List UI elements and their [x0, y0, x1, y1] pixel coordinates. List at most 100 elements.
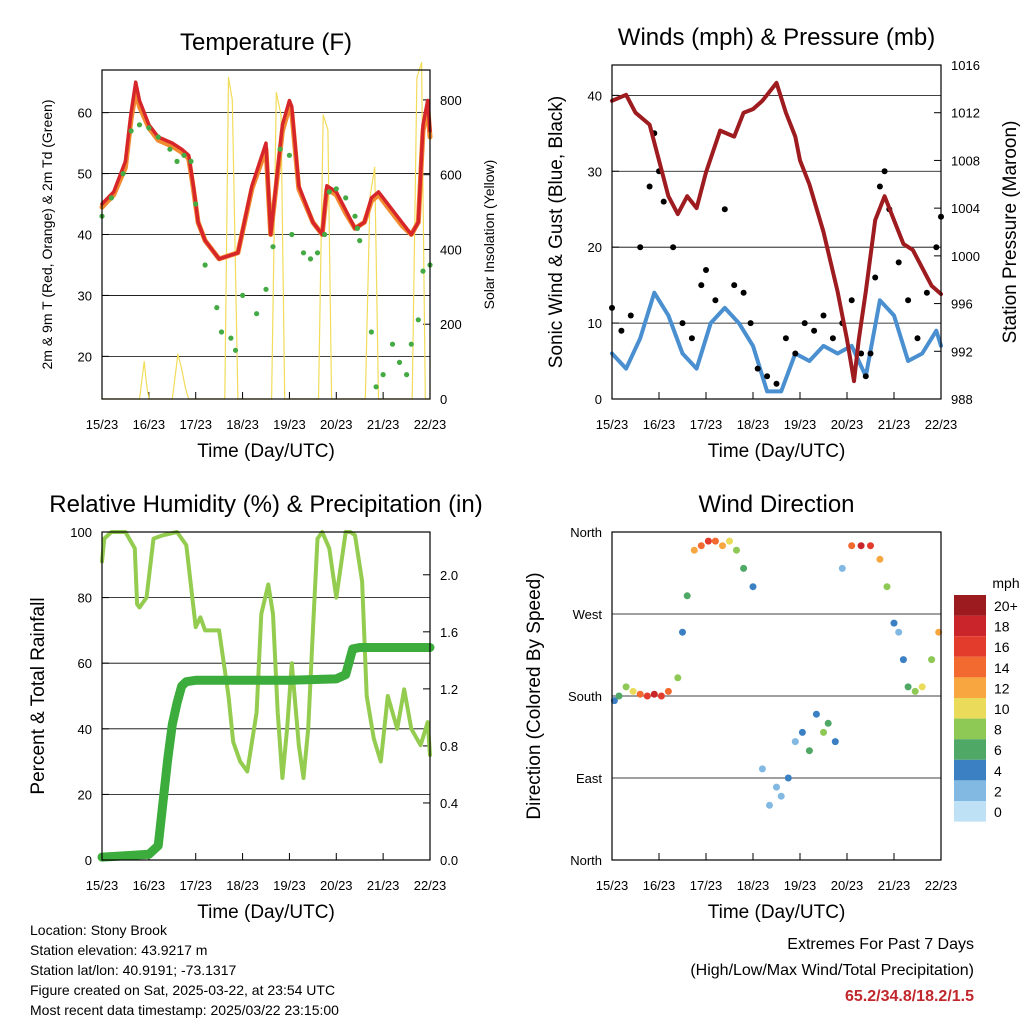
y-tick-label-4-1: East	[576, 771, 602, 786]
gust-point-23	[801, 320, 808, 327]
gust-point-9	[679, 320, 686, 327]
gust-point-10	[688, 335, 695, 342]
recent-data-label: Most recent data timestamp: 2025/03/22 2…	[30, 1002, 339, 1018]
gust-point-19	[764, 373, 771, 380]
gust-point-8	[670, 244, 677, 251]
gust-point-15	[731, 282, 738, 289]
y-tick-label-1-4: 60	[78, 106, 92, 121]
dewpoint-point-40	[408, 341, 414, 347]
speed-legend-label-0: 20+	[994, 598, 1018, 614]
direction-point-28	[805, 747, 813, 755]
y-right-tick-label-3-0: 0.0	[440, 853, 458, 868]
dewpoint-point-15	[228, 335, 234, 341]
dewpoint-point-13	[214, 305, 220, 311]
direction-point-5	[643, 692, 651, 700]
dewpoint-point-29	[333, 186, 339, 192]
plot-frame-1	[101, 69, 431, 400]
dewpoint-point-3	[128, 128, 134, 134]
gust-point-34	[881, 168, 888, 175]
direction-point-18	[733, 546, 740, 554]
direction-point-11	[683, 592, 691, 600]
y-right-tick-label-1-3: 600	[440, 168, 462, 183]
y-tick-label-2-2: 20	[588, 240, 602, 255]
dewpoint-point-26	[314, 250, 321, 256]
direction-point-8	[664, 687, 672, 695]
direction-point-24	[777, 792, 785, 800]
x-tick-label-3-3: 18/23	[226, 878, 259, 893]
y-tick-label-4-3: West	[573, 607, 603, 622]
direction-point-29	[812, 710, 820, 718]
x-tick-label-1-3: 18/23	[226, 417, 259, 432]
dewpoint-point-20	[270, 244, 276, 250]
x-tick-label-3-6: 21/23	[367, 878, 400, 893]
x-tick-label-2-6: 21/23	[878, 417, 911, 432]
x-tick-label-1-7: 22/23	[414, 417, 447, 432]
x-tick-label-2-7: 22/23	[925, 417, 958, 432]
x-tick-label-4-1: 16/23	[643, 878, 676, 893]
gust-point-31	[867, 350, 874, 357]
dewpoint-point-16	[232, 347, 239, 353]
direction-point-14	[704, 537, 712, 545]
direction-point-0	[610, 697, 618, 705]
y-tick-label-3-1: 20	[78, 787, 92, 802]
y-right-tick-label-2-1: 992	[951, 344, 973, 359]
direction-point-21	[758, 765, 766, 773]
x-tick-label-4-7: 22/23	[925, 878, 958, 893]
x-tick-label-1-0: 15/23	[86, 417, 119, 432]
gust-point-38	[914, 335, 921, 342]
station-info: Location: Stony Brook Station elevation:…	[30, 920, 339, 1020]
y-tick-label-3-5: 100	[70, 525, 92, 540]
dewpoint-point-27	[322, 231, 328, 238]
y-right-axis-label-2: Station Pressure (Maroon)	[1000, 121, 1021, 344]
direction-point-13	[697, 542, 705, 550]
dewpoint-point-14	[218, 329, 225, 335]
x-tick-label-1-2: 17/23	[179, 417, 212, 432]
dewpoint-point-11	[193, 201, 199, 207]
direction-point-30	[820, 728, 827, 736]
dewpoint-point-41	[415, 317, 421, 323]
y-tick-label-3-0: 0	[85, 853, 92, 868]
created-label: Figure created on Sat, 2025-03-22, at 23…	[30, 982, 336, 998]
y-axis-label-2: Sonic Wind & Gust (Blue, Black)	[546, 96, 567, 368]
direction-point-27	[798, 728, 806, 736]
dewpoint-point-22	[286, 152, 292, 158]
gust-point-13	[712, 297, 719, 304]
direction-point-41	[899, 656, 907, 664]
speed-legend-swatch-1	[954, 615, 986, 637]
x-axis-label-2: Time (Day/UTC)	[708, 441, 846, 462]
gust-point-36	[895, 259, 902, 266]
y-right-tick-label-3-5: 2.0	[440, 568, 458, 583]
y-tick-label-2-3: 30	[588, 164, 602, 179]
x-axis-label-1: Time (Day/UTC)	[197, 441, 335, 462]
y-axis-label-3: Percent & Total Rainfall	[28, 597, 49, 794]
plot-frame-2	[611, 64, 942, 400]
speed-legend-swatch-10	[954, 801, 986, 822]
speed-legend-swatch-5	[954, 698, 986, 719]
gust-point-29	[858, 350, 865, 357]
dewpoint-point-18	[254, 311, 260, 317]
gust-point-18	[754, 365, 761, 372]
gust-point-11	[698, 282, 705, 289]
speed-legend-swatch-8	[954, 759, 986, 781]
y-right-tick-label-1-0: 0	[440, 392, 447, 407]
dewpoint-point-8	[174, 158, 180, 164]
speed-legend-swatch-6	[954, 718, 986, 740]
speed-legend-label-8: 4	[994, 763, 1002, 779]
dewpoint-point-28	[326, 189, 332, 195]
dewpoint-point-19	[263, 286, 269, 292]
y-tick-label-2-4: 40	[588, 88, 602, 103]
y-tick-label-3-4: 80	[78, 591, 92, 606]
y-tick-label-2-0: 0	[595, 392, 602, 407]
dewpoint-point-23	[289, 231, 295, 238]
dewpoint-point-17	[240, 292, 246, 298]
dewpoint-point-6	[155, 134, 161, 140]
extremes-title: Extremes For Past 7 Days	[787, 936, 974, 953]
x-tick-label-3-5: 20/23	[320, 878, 353, 893]
direction-point-35	[857, 542, 865, 550]
dewpoint-point-2	[120, 171, 126, 177]
x-tick-label-2-0: 15/23	[596, 417, 629, 432]
x-tick-label-4-2: 17/23	[690, 878, 723, 893]
direction-point-31	[824, 719, 832, 727]
gust-point-25	[820, 312, 827, 319]
direction-point-39	[890, 619, 898, 627]
